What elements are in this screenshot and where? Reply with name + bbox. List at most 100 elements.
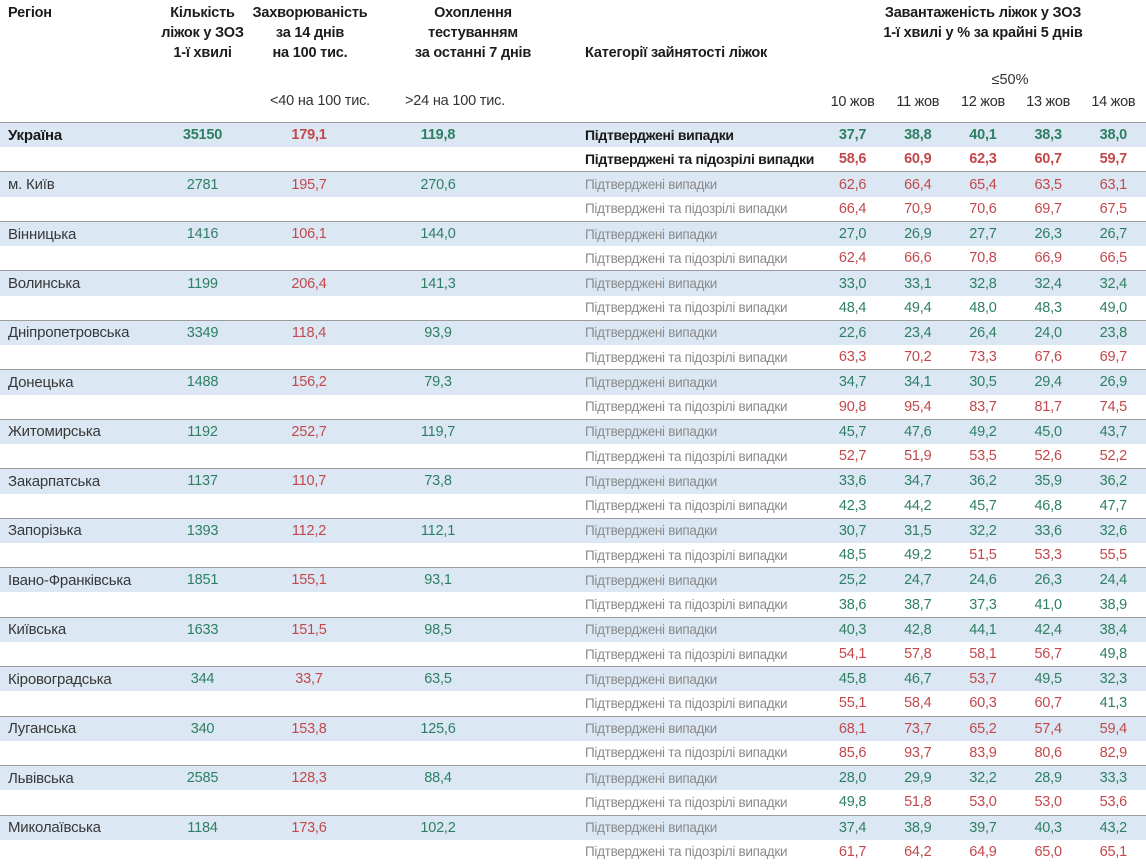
region-name: Житомирська — [8, 423, 101, 441]
day-value: 40,3 — [838, 621, 867, 638]
testing-value: 93,1 — [424, 572, 452, 589]
day-value: 39,7 — [969, 819, 997, 836]
day-value: 48,5 — [838, 547, 867, 564]
day-value: 52,6 — [1034, 448, 1062, 465]
category-suspected-label: Підтверджені та підозрілі випадки — [585, 794, 788, 810]
day-value: 42,4 — [1034, 621, 1062, 638]
confirmed-suspected-row: Підтверджені та підозрілі випадки 54,1 57… — [0, 641, 1146, 667]
category-suspected-label: Підтверджені та підозрілі випадки — [585, 646, 788, 662]
day-value: 53,0 — [1034, 794, 1062, 811]
incidence-value: 179,1 — [291, 127, 327, 144]
region-name: Донецька — [8, 373, 74, 391]
testing-value: 119,8 — [420, 127, 456, 144]
incidence-value: 33,7 — [295, 671, 323, 688]
day-value: 45,7 — [838, 423, 867, 440]
table-header: Регіон Кількість ліжок у ЗОЗ 1-ї хвилі З… — [0, 0, 1146, 122]
day-value: 70,9 — [904, 200, 932, 217]
col-header-incidence: Захворюваність за 14 днів на 100 тис. — [252, 5, 368, 61]
day-value: 73,7 — [904, 720, 932, 737]
day-value: 60,9 — [904, 151, 932, 168]
day-value: 26,9 — [904, 226, 932, 243]
day-value: 65,2 — [969, 720, 997, 737]
day-value: 51,5 — [969, 547, 997, 564]
day-value: 83,9 — [969, 744, 997, 761]
category-suspected-label: Підтверджені та підозрілі випадки — [585, 498, 788, 514]
day-value: 34,7 — [904, 473, 932, 490]
col-header-region: Регіон — [8, 5, 52, 21]
day-value: 51,9 — [904, 448, 932, 465]
incidence-value: 206,4 — [291, 275, 327, 292]
day-value: 49,4 — [904, 299, 932, 316]
incidence-value: 118,4 — [291, 324, 327, 341]
day-value: 62,4 — [838, 250, 867, 267]
day-value: 60,7 — [1034, 151, 1062, 168]
category-suspected-label: Підтверджені та підозрілі випадки — [585, 300, 788, 316]
beds-value: 3349 — [186, 324, 219, 341]
day-value: 24,6 — [969, 572, 997, 589]
testing-value: 63,5 — [424, 671, 452, 688]
day-value: 32,6 — [1099, 522, 1128, 539]
day-value: 38,9 — [1099, 596, 1128, 613]
confirmed-suspected-row: Підтверджені та підозрілі випадки 49,8 51… — [0, 790, 1146, 815]
testing-value: 112,1 — [420, 522, 456, 539]
day-value: 58,4 — [904, 695, 932, 712]
day-value: 49,0 — [1099, 299, 1128, 316]
category-suspected-label: Підтверджені та підозрілі випадки — [585, 201, 788, 217]
day-value: 70,8 — [969, 250, 997, 267]
region-block: Житомирська 1192 252,7 119,7 Підтверджен… — [0, 418, 1146, 469]
beds-value: 1137 — [187, 473, 218, 490]
day-value: 25,2 — [838, 572, 867, 589]
region-block: Кіровоградська 344 33,7 63,5 Підтверджен… — [0, 666, 1146, 716]
day-value: 73,3 — [969, 349, 997, 366]
day-value: 53,7 — [969, 671, 997, 688]
incidence-value: 173,6 — [291, 819, 327, 836]
day-value: 28,0 — [838, 770, 867, 787]
confirmed-row: Закарпатська 1137 110,7 73,8 Підтверджен… — [0, 469, 1146, 494]
testing-threshold-label: >24 на 100 тис. — [405, 93, 505, 109]
day-value: 66,4 — [904, 176, 932, 193]
day-value: 46,8 — [1034, 497, 1062, 514]
confirmed-row: Донецька 1488 156,2 79,3 Підтверджені ви… — [0, 370, 1146, 395]
confirmed-row: Дніпропетровська 3349 118,4 93,9 Підтвер… — [0, 320, 1146, 346]
region-name: Дніпропетровська — [8, 324, 130, 342]
day-value: 82,9 — [1099, 744, 1128, 761]
region-block: Запорізька 1393 112,2 112,1 Підтверджені… — [0, 517, 1146, 568]
day-value: 24,4 — [1099, 572, 1128, 589]
day-value: 59,7 — [1099, 151, 1128, 168]
day-value: 65,0 — [1034, 843, 1062, 860]
category-suspected-label: Підтверджені та підозрілі випадки — [585, 547, 788, 563]
day-value: 41,3 — [1099, 695, 1128, 712]
confirmed-suspected-row: Підтверджені та підозрілі випадки 66,4 70… — [0, 196, 1146, 221]
day-value: 46,7 — [904, 671, 932, 688]
col-header-testing: Охоплення тестуванням за останні 7 днів — [414, 5, 532, 61]
testing-value: 119,7 — [420, 423, 456, 440]
day-value: 60,7 — [1034, 695, 1062, 712]
confirmed-row: Кіровоградська 344 33,7 63,5 Підтверджен… — [0, 667, 1146, 692]
day-value: 63,5 — [1034, 176, 1062, 193]
beds-value: 1184 — [187, 819, 218, 836]
incidence-value: 156,2 — [291, 374, 327, 391]
day-value: 69,7 — [1034, 200, 1062, 217]
day-value: 38,0 — [1099, 127, 1128, 144]
confirmed-suspected-row: Підтверджені та підозрілі випадки 85,6 93… — [0, 740, 1146, 766]
incidence-value: 195,7 — [291, 176, 327, 193]
category-confirmed-label: Підтверджені випадки — [585, 276, 717, 291]
region-block: Львівська 2585 128,3 88,4 Підтверджені в… — [0, 765, 1146, 815]
day-value: 32,4 — [1034, 275, 1062, 292]
category-confirmed-label: Підтверджені випадки — [585, 622, 717, 638]
confirmed-suspected-row: Підтверджені та підозрілі випадки 63,3 70… — [0, 345, 1146, 370]
confirmed-row: Київська 1633 151,5 98,5 Підтверджені ви… — [0, 617, 1146, 642]
confirmed-suspected-row: Підтверджені та підозрілі випадки 48,5 49… — [0, 542, 1146, 568]
testing-value: 98,5 — [424, 621, 452, 638]
day-value: 33,6 — [1034, 522, 1062, 539]
beds-value: 340 — [190, 720, 215, 737]
day-value: 59,4 — [1099, 720, 1128, 737]
category-confirmed-label: Підтверджені випадки — [585, 820, 717, 836]
region-block: Київська 1633 151,5 98,5 Підтверджені ви… — [0, 616, 1146, 667]
col-header-bed-load: Завантаженість ліжок у ЗОЗ 1-ї хвилі у %… — [883, 5, 1083, 41]
incidence-value: 106,1 — [291, 226, 327, 243]
day-value: 57,4 — [1034, 720, 1062, 737]
category-confirmed-label: Підтверджені випадки — [585, 473, 717, 489]
day-value: 81,7 — [1034, 398, 1062, 415]
